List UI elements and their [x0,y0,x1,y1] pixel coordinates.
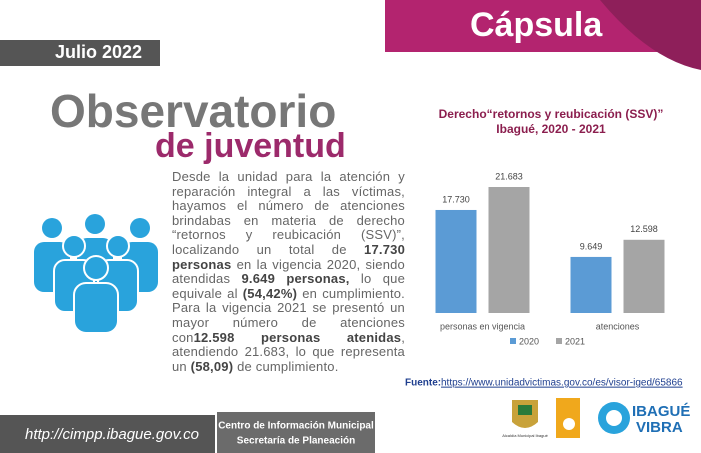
logo-alcaldia: Alcaldía Municipal Ibagué [502,400,549,438]
x-tick-label: atenciones [596,321,640,331]
text: lo que equivale al [172,271,405,301]
title-2: de juventud [155,127,346,165]
text: de cumplimiento. [233,358,339,374]
logo-vibra-deco [606,410,622,426]
date-band [0,40,160,66]
text: Desde la unidad para la atención y repar… [172,169,405,257]
bold-text: 12.598 personas atenidas [193,329,402,345]
chart-subtitle: Ibagué, 2020 - 2021 [496,122,606,136]
footer-line-1: Centro de Información Municipal [218,421,374,432]
x-tick-label: personas en vigencia [440,321,525,331]
source-label: Fuente: [405,378,441,389]
footer-url-band [0,415,215,453]
chart-title: Derecho“retornos y reubicación (SSV)” [439,107,664,121]
title-1: Observatorio [50,85,336,137]
paragraph: Desde la unidad para la atención y repar… [172,169,405,374]
bold-text: 9.649 personas, [241,271,350,287]
bold-text: (54,42%) [242,285,298,301]
legend-label: 2021 [565,336,585,346]
bar [435,209,477,313]
text: en cumplimiento. Para la vigencia 2021 s… [172,285,405,345]
bar [570,256,612,313]
value-label: 12.598 [630,224,658,234]
bar-chart: personas en vigencia 17.730 21.683 atencion… [435,171,665,346]
text: en la vigencia 2020, siendo atendidas [172,256,405,287]
logo-vibra-1: IBAGUÉ [632,403,690,420]
capsule-title: Cápsula [470,6,603,44]
legend-swatch [510,338,516,344]
value-label: 21.683 [495,171,523,181]
logo-alcaldia-text: Alcaldía Municipal Ibagué [502,433,548,438]
value-label: 17.730 [442,194,470,204]
logo-music-deco [563,418,575,430]
bold-text: (58,09) [190,358,234,374]
bar [488,187,530,313]
date: Julio 2022 [55,42,142,62]
bar [623,239,665,313]
logo-music [556,398,580,438]
bold-text: 17.730 personas [172,241,405,272]
source-url[interactable]: https://www.unidadvictimas.gov.co/es/vis… [441,378,683,389]
banner-deco [600,0,701,70]
legend-swatch [556,338,562,344]
footer-box [217,412,375,453]
footer-line-2: Secretaría de Planeación [237,436,355,447]
legend-label: 2020 [519,336,539,346]
value-label: 9.649 [580,241,603,251]
text: , atendiendo 21.683, lo que representa u… [172,329,405,374]
logo-vibra-2: VIBRA [636,419,683,436]
footer-url[interactable]: http://cimpp.ibague.gov.co [25,426,199,443]
people-icon [34,214,158,334]
